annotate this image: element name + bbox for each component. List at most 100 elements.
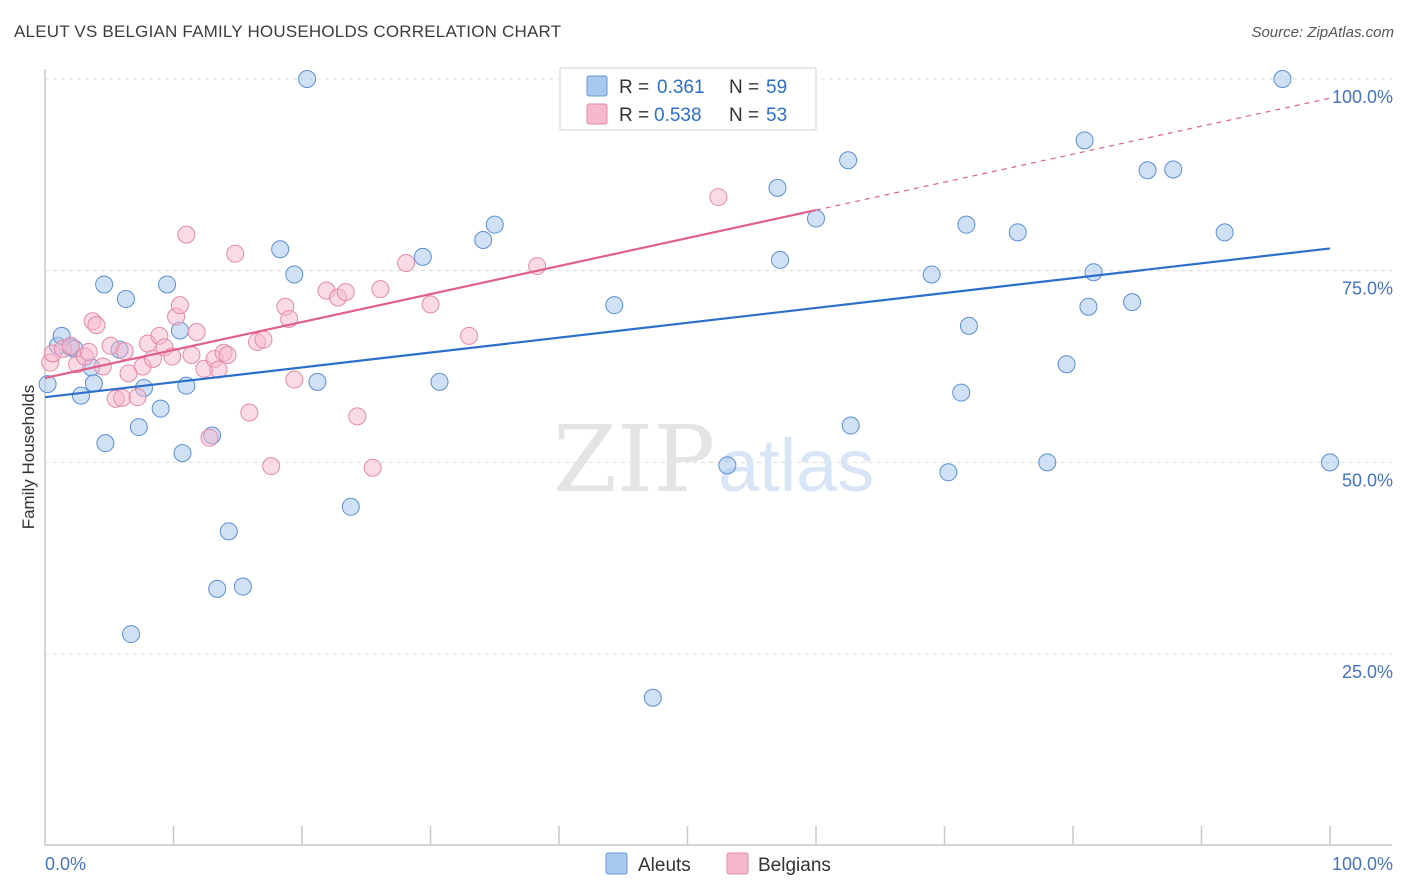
aleut-point [1321,453,1339,472]
aleut-point [341,497,360,516]
belgian-point [182,346,201,364]
belgian-point [218,346,237,364]
aleut-point [285,265,304,284]
aleut-point [1215,223,1234,242]
aleut-point [768,178,787,197]
belgian-point [170,296,189,315]
belgian-point [254,330,273,349]
stats-legend-aleut-r-value: 0.361 [657,77,705,98]
bottom-legend: Aleuts Belgians [605,852,831,876]
belgian-point [285,370,304,389]
belgian-point [128,388,147,407]
aleut-point [308,372,327,391]
belgian-point [226,244,245,263]
stats-legend-belgian-r-value: 0.538 [654,105,702,126]
aleut-trend-line [44,247,1331,399]
belgian-point [61,336,80,355]
aleut-point [96,434,115,453]
legend-aleuts-swatch [605,852,628,875]
aleut-point [807,209,825,228]
belgian-point [397,254,416,272]
aleut-point [957,215,976,234]
aleut-point [1138,161,1157,180]
aleut-point [71,386,90,405]
aleut-point [208,579,227,598]
stats-legend-belgian-swatch [586,103,608,125]
aleut-points [38,70,1339,707]
aleut-point [38,375,57,394]
belgian-point [79,342,98,361]
watermark-zip: ZIP [553,406,715,513]
aleut-point [1273,70,1292,88]
aleut-point [1057,355,1076,374]
aleut-point [1008,223,1027,242]
y-axis-title: Family Households [19,385,38,530]
stats-legend: R = 0.361 N = 59 R = 0.538 N = 53 [559,67,817,131]
aleut-point [841,416,860,435]
aleut-point [959,316,978,335]
belgian-point [348,407,367,426]
aleut-point [1079,297,1098,316]
aleut-point [1123,293,1142,312]
y-tick-label-25: 25.0% [1342,662,1393,682]
aleut-point [605,296,624,315]
aleut-point [718,456,737,475]
belgian-point [336,283,355,302]
aleut-point [298,70,317,88]
y-axis-tick-labels: 25.0% 50.0% 75.0% 100.0% [1332,87,1393,682]
aleut-point [151,399,170,418]
stats-legend-aleut-n-label: N = [729,77,759,98]
belgian-point [87,316,106,335]
watermark-atlas: atlas [718,424,874,507]
y-tick-label-75: 75.0% [1342,279,1393,299]
belgian-point [177,225,196,244]
y-tick-label-50: 50.0% [1342,470,1393,490]
belgian-point [421,295,440,314]
y-tick-label-100: 100.0% [1332,87,1393,107]
aleut-point [129,418,148,437]
x-tick-label-right: 100.0% [1332,854,1393,874]
aleut-point [1084,263,1103,282]
legend-belgians-label: Belgians [758,855,831,876]
aleut-point [219,522,238,541]
belgian-trend-extension [815,97,1331,211]
aleut-point [122,625,141,644]
belgian-point [187,323,206,341]
aleut-point [95,275,114,294]
stats-legend-aleut-swatch [586,75,608,97]
belgian-point [262,457,281,476]
aleut-point [158,275,177,294]
aleut-point [952,383,971,402]
aleut-point [233,577,252,596]
aleut-point [430,372,449,391]
stats-legend-belgian-r-label: R = [619,105,649,126]
aleut-point [839,151,858,170]
belgian-point [240,403,259,422]
x-axis-ticks [172,826,1331,845]
stats-legend-aleut-r-label: R = [619,77,649,98]
aleut-point [271,240,290,259]
belgian-point [115,342,134,361]
aleut-point [173,444,192,463]
chart-title: ALEUT VS BELGIAN FAMILY HOUSEHOLDS CORRE… [14,22,562,41]
source-credit: Source: ZipAtlas.com [1251,24,1394,41]
belgian-points [41,70,748,477]
aleut-point [485,215,504,234]
stats-legend-belgian-n-value: 53 [766,105,787,126]
x-tick-label-left: 0.0% [45,854,86,874]
belgian-point [371,280,390,299]
stats-legend-aleut-n-value: 59 [766,77,787,98]
aleut-point [1038,453,1057,472]
stats-legend-belgian-n-label: N = [729,105,759,126]
aleut-point [643,688,662,707]
legend-aleuts-label: Aleuts [638,855,691,876]
aleut-point [1164,160,1183,179]
aleut-point [474,231,493,249]
belgian-point [113,388,132,407]
aleut-point [1075,131,1094,150]
aleut-point [922,265,941,284]
grid-lines [45,78,1392,655]
belgian-trend-line [44,209,817,380]
watermark: ZIP atlas [553,406,874,513]
